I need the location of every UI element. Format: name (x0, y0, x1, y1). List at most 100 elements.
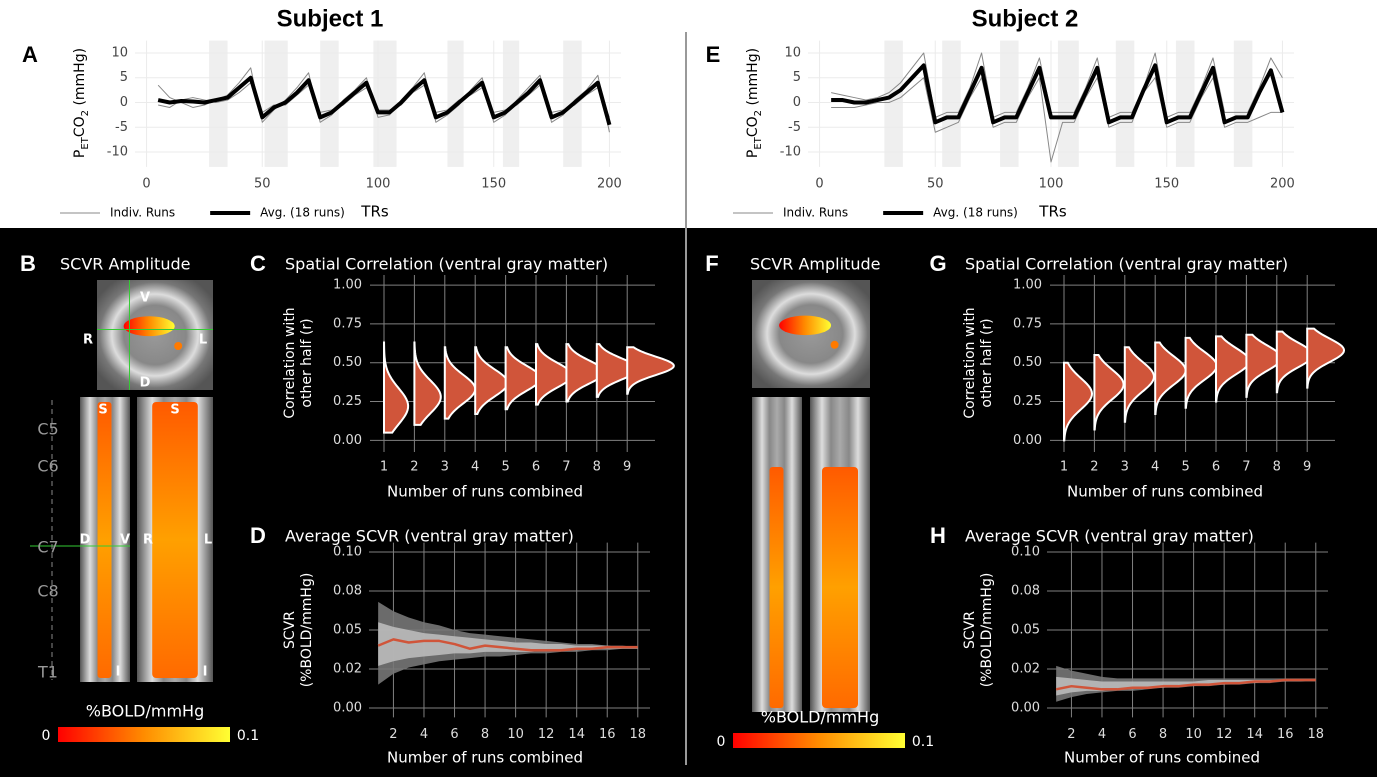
x-tick-label: 4 (471, 460, 479, 475)
x-tick-label: 6 (450, 727, 458, 742)
x-tick-label: 3 (1121, 460, 1129, 475)
y-tick-label: 1.00 (1013, 278, 1042, 293)
orientation-label: R (143, 533, 153, 548)
shaded-region (1176, 41, 1195, 167)
y-tick-label: 0.75 (1013, 316, 1042, 331)
x-tick-label: 6 (1128, 727, 1136, 742)
orientation-label: I (116, 665, 121, 680)
subject-title: Subject 2 (972, 5, 1079, 32)
x-tick-label: 10 (1185, 727, 1202, 742)
orientation-label: D (140, 376, 151, 391)
x-tick-label: 0 (142, 176, 150, 191)
y-tick-label: 1.00 (333, 278, 362, 293)
y-tick-label: 0.75 (333, 316, 362, 331)
x-tick-label: 6 (532, 460, 540, 475)
level-label: C8 (37, 582, 58, 601)
y-tick-label: 0.02 (333, 662, 362, 677)
x-tick-label: 4 (1151, 460, 1159, 475)
x-tick-label: 2 (410, 460, 418, 475)
colorbar-label: %BOLD/mmHg (86, 702, 204, 721)
y-tick-label: 10 (111, 45, 128, 60)
x-tick-label: 200 (1270, 176, 1295, 191)
x-axis-label: TRs (360, 203, 389, 221)
panel-letter: F (705, 251, 718, 276)
x-tick-label: 14 (1246, 727, 1263, 742)
y-tick-label: 10 (784, 45, 801, 60)
image-title: SCVR Amplitude (750, 255, 880, 274)
x-tick-label: 10 (507, 727, 524, 742)
orientation-label: S (98, 403, 107, 418)
shaded-region (942, 41, 961, 167)
y-tick-label: -10 (780, 145, 801, 160)
x-axis-label: Number of runs combined (1067, 483, 1263, 501)
y-tick-label: 0.25 (333, 394, 362, 409)
orientation-label: S (170, 403, 179, 418)
y-axis-label-part: CO (72, 116, 88, 137)
chart-title: Average SCVR (ventral gray matter) (285, 527, 574, 546)
activation (831, 341, 839, 349)
x-tick-label: 100 (1039, 176, 1064, 191)
x-tick-label: 200 (597, 176, 622, 191)
shaded-region (1116, 41, 1135, 167)
y-axis-label-part: (mmHg) (72, 48, 88, 110)
y-tick-label: 0.10 (333, 544, 362, 559)
y-tick-label: 0.25 (1013, 394, 1042, 409)
x-tick-label: 12 (538, 727, 555, 742)
level-label: C7 (37, 538, 58, 557)
y-tick-label: 0.10 (1011, 544, 1040, 559)
colorbar-tick-label: 0.1 (912, 734, 934, 750)
y-tick-label: -5 (788, 120, 801, 135)
y-axis-label: Correlation with (282, 307, 298, 418)
x-axis-label: Number of runs combined (387, 483, 583, 501)
x-axis-label: Number of runs combined (1064, 749, 1260, 767)
panel-letter: H (930, 523, 946, 548)
y-axis-label: Correlation with (962, 307, 978, 418)
panel-letter: E (706, 42, 721, 67)
panel-letter: A (22, 42, 38, 67)
shaded-region (373, 41, 396, 167)
x-tick-label: 8 (593, 460, 601, 475)
y-tick-label: 0.00 (333, 433, 362, 448)
orientation-label: V (120, 533, 130, 548)
x-tick-label: 8 (1273, 460, 1281, 475)
chart-title: Spatial Correlation (ventral gray matter… (965, 255, 1288, 274)
y-axis-label-part: (mmHg) (745, 48, 761, 110)
y-tick-label: 0.00 (1011, 701, 1040, 716)
legend-label: Avg. (18 runs) (933, 206, 1018, 220)
x-tick-label: 2 (389, 727, 397, 742)
x-tick-label: 16 (1277, 727, 1294, 742)
x-tick-label: 150 (481, 176, 506, 191)
x-tick-label: 16 (599, 727, 616, 742)
shaded-region (1234, 41, 1253, 167)
activation (152, 402, 198, 678)
activation (822, 467, 858, 708)
y-axis-label: other half (r) (299, 318, 315, 407)
shaded-region (884, 41, 903, 167)
activation (124, 316, 175, 336)
y-tick-label: -10 (107, 145, 128, 160)
y-axis-label-part: CO (745, 116, 761, 137)
level-label: C6 (37, 457, 58, 476)
y-axis-label: (%BOLD/mmHg) (299, 573, 315, 688)
x-tick-label: 5 (1181, 460, 1189, 475)
y-axis-label-part: P (72, 150, 88, 158)
y-tick-label: 0.08 (333, 583, 362, 598)
x-tick-label: 18 (1308, 727, 1325, 742)
x-tick-label: 8 (481, 727, 489, 742)
activation (174, 342, 182, 350)
y-tick-label: 0.00 (1013, 433, 1042, 448)
shaded-region (320, 41, 339, 167)
x-tick-label: 9 (1303, 460, 1311, 475)
y-tick-label: 0.05 (1011, 623, 1040, 638)
x-tick-label: 0 (815, 176, 823, 191)
y-tick-label: 5 (793, 70, 801, 85)
x-tick-label: 9 (623, 460, 631, 475)
legend-label: Indiv. Runs (783, 206, 848, 220)
y-axis-label: (%BOLD/mmHg) (979, 573, 995, 688)
x-tick-label: 2 (1090, 460, 1098, 475)
y-tick-label: 0.50 (333, 355, 362, 370)
orientation-label: R (83, 333, 93, 348)
x-tick-label: 3 (441, 460, 449, 475)
orientation-label: V (140, 291, 150, 306)
orientation-label: L (199, 333, 207, 348)
